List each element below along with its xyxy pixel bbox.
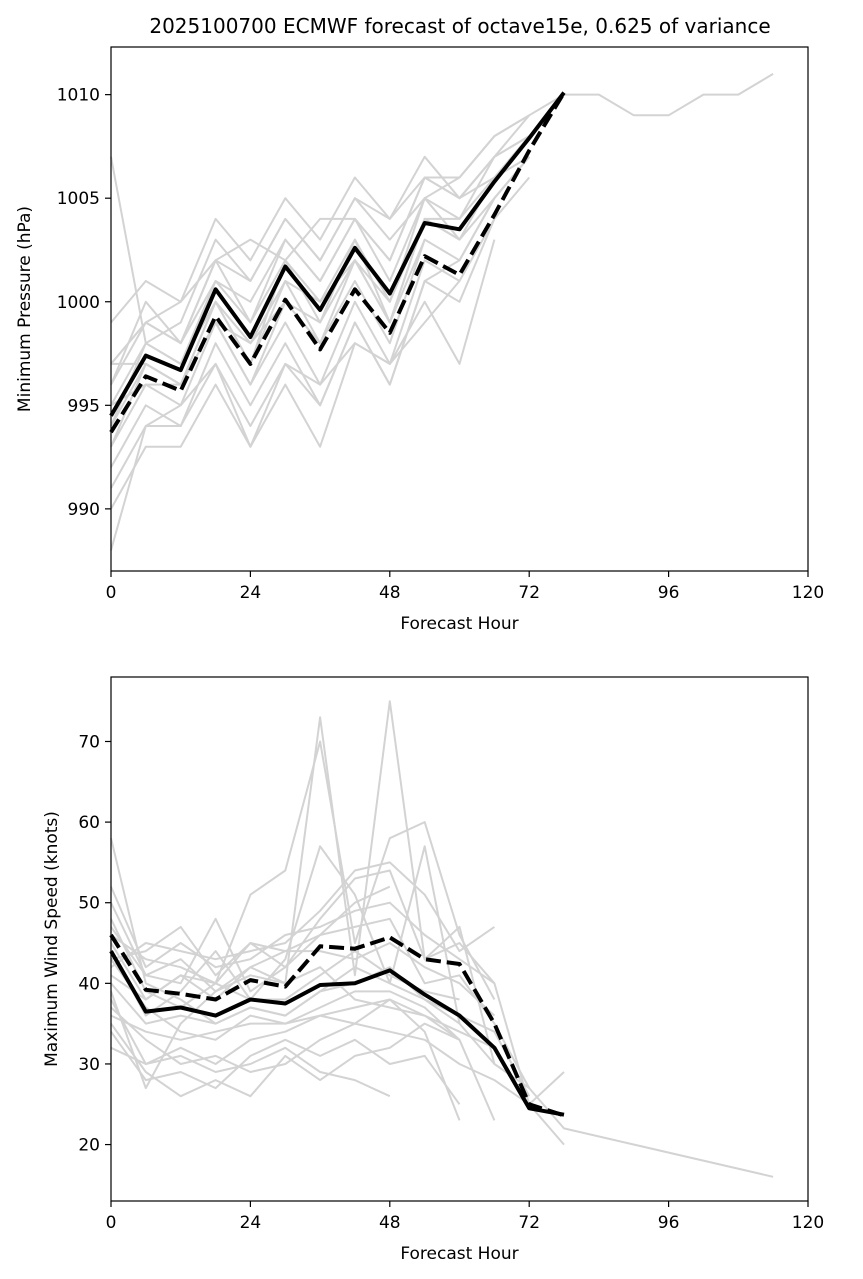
pressure-ylabel: Minimum Pressure (hPa) <box>15 206 35 412</box>
wind-member-line-4 <box>110 845 461 1024</box>
wind-member-line-14 <box>110 1046 391 1098</box>
wind-xtick-label: 72 <box>518 1213 540 1233</box>
pressure-ytick-label: 1010 <box>57 86 100 106</box>
pressure-xtick-label: 96 <box>658 583 680 603</box>
pressure-ytick-label: 995 <box>68 396 100 416</box>
wind-member-line-20 <box>110 958 461 1041</box>
pressure-member-line-2 <box>110 135 530 324</box>
wind-member-line-12 <box>110 1006 565 1106</box>
wind-ytick-label: 20 <box>78 1136 100 1156</box>
pressure-member-line-7 <box>110 156 530 427</box>
pressure-xtick-label: 72 <box>518 583 540 603</box>
wind-ytick-label: 70 <box>78 732 100 752</box>
pressure-xtick-label: 120 <box>792 583 824 603</box>
wind-ytick-label: 30 <box>78 1055 100 1075</box>
pressure-xtick-label: 24 <box>240 583 262 603</box>
pressure-member-line-14 <box>110 114 530 386</box>
pressure-dashed-mean-line <box>109 91 566 434</box>
pressure-member-line-5 <box>110 135 530 406</box>
wind-member-line-19 <box>110 885 391 985</box>
wind-dashed-mean-line <box>109 933 565 1118</box>
pressure-axes: 0 24 48 72 96 120 990 995 1000 1005 1010 <box>57 86 824 603</box>
pressure-mean-series <box>109 91 566 434</box>
wind-ensemble-members <box>110 700 774 1178</box>
pressure-xtick-label: 48 <box>379 583 401 603</box>
wind-member-line-8 <box>110 942 496 1017</box>
pressure-solid-mean-line <box>109 91 566 417</box>
wind-member-line-6 <box>110 861 495 969</box>
wind-mean-series <box>109 933 565 1118</box>
wind-member-line-2 <box>110 700 565 1146</box>
wind-ytick-label: 50 <box>78 894 100 914</box>
figure-title: 2025100700 ECMWF forecast of octave15e, … <box>149 14 770 38</box>
wind-member-line-10 <box>110 966 495 1090</box>
pressure-ytick-label: 990 <box>68 500 100 520</box>
pressure-member-line-16 <box>110 177 496 365</box>
wind-ytick-label: 40 <box>78 974 100 994</box>
wind-member-line-15 <box>110 1031 461 1105</box>
wind-axes: 0 24 48 72 96 120 20 30 40 50 60 70 <box>78 732 824 1233</box>
wind-member-line-11 <box>110 998 461 1121</box>
pressure-member-line-9 <box>110 218 496 448</box>
wind-panel: 0 24 48 72 96 120 20 30 40 50 60 70 Forecast Hour M… <box>42 676 824 1264</box>
pressure-panel: 0 24 48 72 96 120 990 995 1000 1005 1010 Forecast … <box>15 46 824 634</box>
wind-xtick-label: 120 <box>792 1213 824 1233</box>
pressure-xtick-label: 0 <box>106 583 117 603</box>
wind-xtick-label: 96 <box>658 1213 680 1233</box>
pressure-member-line-13 <box>110 197 496 551</box>
pressure-ytick-label: 1005 <box>57 189 100 209</box>
wind-xlabel: Forecast Hour <box>400 1244 518 1264</box>
wind-axes-frame <box>110 676 809 1202</box>
wind-xtick-label: 24 <box>240 1213 262 1233</box>
wind-ylabel: Maximum Wind Speed (knots) <box>42 811 62 1067</box>
wind-xtick-label: 0 <box>106 1213 117 1233</box>
wind-member-line-1 <box>110 837 774 1178</box>
wind-member-line-13 <box>110 1022 496 1121</box>
pressure-member-line-3 <box>110 114 530 365</box>
pressure-member-line-11 <box>110 239 496 489</box>
pressure-xlabel: Forecast Hour <box>400 614 518 634</box>
wind-member-line-16 <box>110 886 495 985</box>
wind-xtick-label: 48 <box>379 1213 401 1233</box>
pressure-ytick-label: 1000 <box>57 293 100 313</box>
pressure-member-line-17 <box>110 239 426 427</box>
wind-solid-mean-line <box>109 950 565 1117</box>
pressure-ensemble-members <box>110 73 774 551</box>
wind-ytick-label: 60 <box>78 813 100 833</box>
pressure-axes-frame <box>110 46 809 572</box>
